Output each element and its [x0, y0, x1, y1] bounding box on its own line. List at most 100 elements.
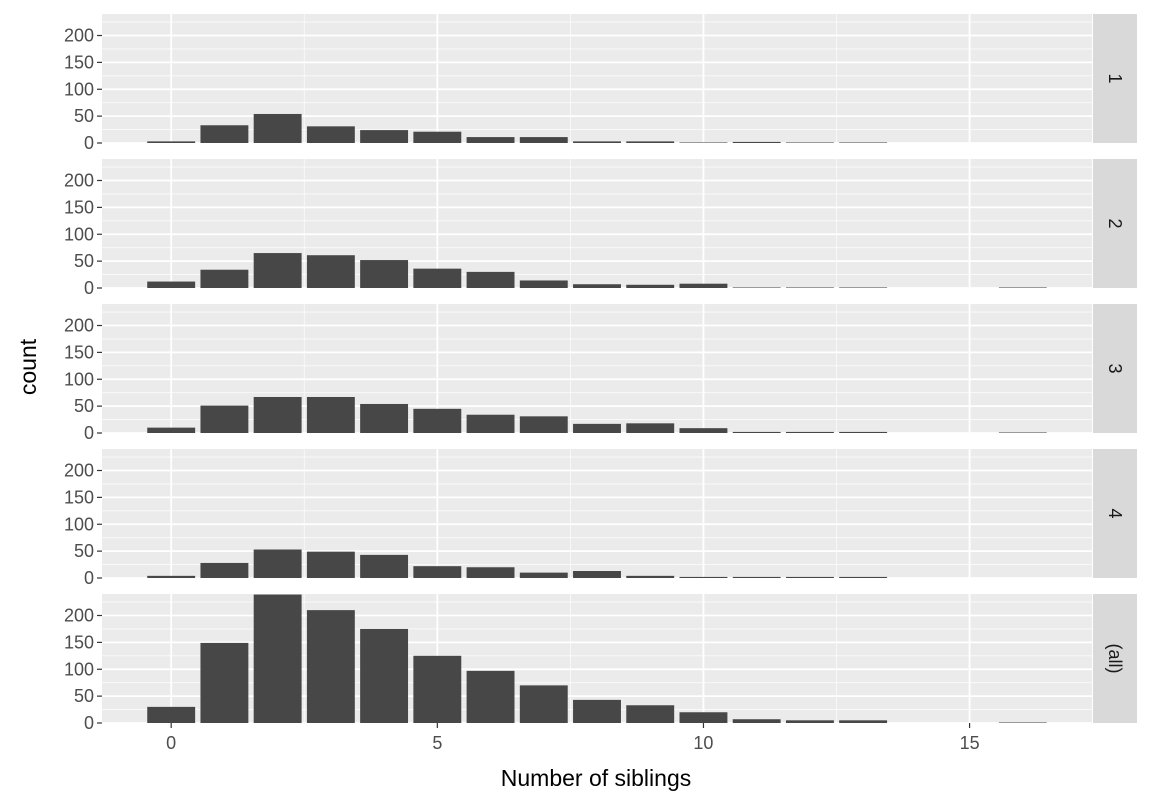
bar	[200, 562, 249, 578]
x-tick-label: 10	[693, 733, 713, 753]
bar	[147, 427, 196, 433]
bar	[519, 280, 568, 288]
bar	[466, 137, 515, 143]
bar	[413, 566, 462, 578]
y-tick-label: 0	[84, 278, 94, 298]
bar	[466, 271, 515, 288]
bar	[147, 141, 196, 143]
bar	[519, 685, 568, 723]
bar	[839, 431, 888, 433]
y-tick-label: 50	[74, 396, 94, 416]
bar	[200, 125, 249, 143]
bar	[200, 269, 249, 288]
bar	[360, 260, 409, 288]
y-tick-label: 200	[64, 26, 94, 46]
bar	[413, 268, 462, 288]
facet-panel-3: 0 50 100 150 200 3	[64, 304, 1137, 443]
bar	[998, 287, 1047, 288]
bar	[413, 408, 462, 433]
bar	[573, 699, 621, 723]
bar	[626, 284, 675, 288]
x-axis: 0 5 10 15	[166, 723, 980, 753]
x-axis-title: Number of siblings	[501, 765, 691, 791]
facet-panel-2: 0 50 100 150 200 2	[64, 159, 1137, 298]
bar	[785, 576, 834, 578]
facet-panel-5: 0 50 100 150 200 (all)	[64, 594, 1137, 733]
bar	[306, 126, 355, 143]
bar	[573, 423, 621, 433]
bar	[732, 576, 781, 578]
y-tick-label: 50	[74, 686, 94, 706]
bar	[998, 432, 1047, 433]
y-tick-label: 50	[74, 106, 94, 126]
bar	[306, 255, 355, 288]
panel-background	[102, 14, 1092, 143]
y-tick-label: 100	[64, 79, 94, 99]
facet-strip	[1093, 14, 1137, 143]
bar	[147, 281, 196, 288]
bar	[306, 551, 355, 578]
bar	[839, 720, 888, 723]
facet-panel-4: 0 50 100 150 200 4	[64, 449, 1137, 588]
bar	[253, 549, 302, 578]
bar	[785, 287, 834, 288]
bar	[200, 405, 249, 433]
bar	[253, 253, 302, 288]
y-tick-label: 200	[64, 316, 94, 336]
bar	[785, 142, 834, 143]
x-tick-label: 15	[960, 733, 980, 753]
y-tick-label: 150	[64, 632, 94, 652]
facet-strip-label: 3	[1105, 363, 1125, 373]
facet-strip-label: 2	[1105, 218, 1125, 228]
bar	[360, 130, 409, 143]
bar	[466, 567, 515, 578]
x-tick-label: 5	[432, 733, 442, 753]
y-tick-label: 200	[64, 461, 94, 481]
bar	[519, 416, 568, 433]
bar	[253, 113, 302, 143]
y-tick-label: 150	[64, 197, 94, 217]
bar	[679, 142, 728, 143]
y-tick-label: 0	[84, 713, 94, 733]
bar	[732, 287, 781, 288]
y-tick-label: 0	[84, 423, 94, 443]
panel-background	[102, 449, 1092, 578]
bar	[785, 431, 834, 433]
x-tick-label: 0	[166, 733, 176, 753]
bar	[679, 428, 728, 433]
bar	[785, 720, 834, 723]
bar	[147, 575, 196, 578]
bar	[732, 141, 781, 143]
y-tick-label: 200	[64, 171, 94, 191]
facet-panels: 0501001502001050100150200205010015020030…	[64, 14, 1137, 753]
facet-strip-label: (all)	[1105, 644, 1125, 674]
panel-background	[102, 159, 1092, 288]
facet-strip	[1093, 304, 1137, 433]
bar	[626, 423, 675, 433]
bar	[360, 403, 409, 433]
bar	[998, 722, 1047, 723]
facet-strip-label: 1	[1105, 73, 1125, 83]
bar	[626, 141, 675, 143]
bar	[466, 414, 515, 433]
bar	[306, 396, 355, 433]
y-tick-label: 100	[64, 369, 94, 389]
bar	[573, 571, 621, 578]
y-tick-label: 100	[64, 659, 94, 679]
bar	[626, 705, 675, 723]
bar	[573, 141, 621, 143]
bar	[839, 142, 888, 143]
bar	[360, 554, 409, 578]
facet-strip	[1093, 594, 1137, 723]
bar	[679, 576, 728, 578]
bar	[519, 137, 568, 143]
bar	[626, 575, 675, 578]
y-tick-label: 100	[64, 514, 94, 534]
bar	[413, 655, 462, 723]
y-tick-label: 150	[64, 342, 94, 362]
y-axis-title: count	[15, 338, 41, 395]
bar	[679, 712, 728, 723]
facet-strip	[1093, 449, 1137, 578]
bar	[679, 283, 728, 288]
bar	[732, 719, 781, 723]
